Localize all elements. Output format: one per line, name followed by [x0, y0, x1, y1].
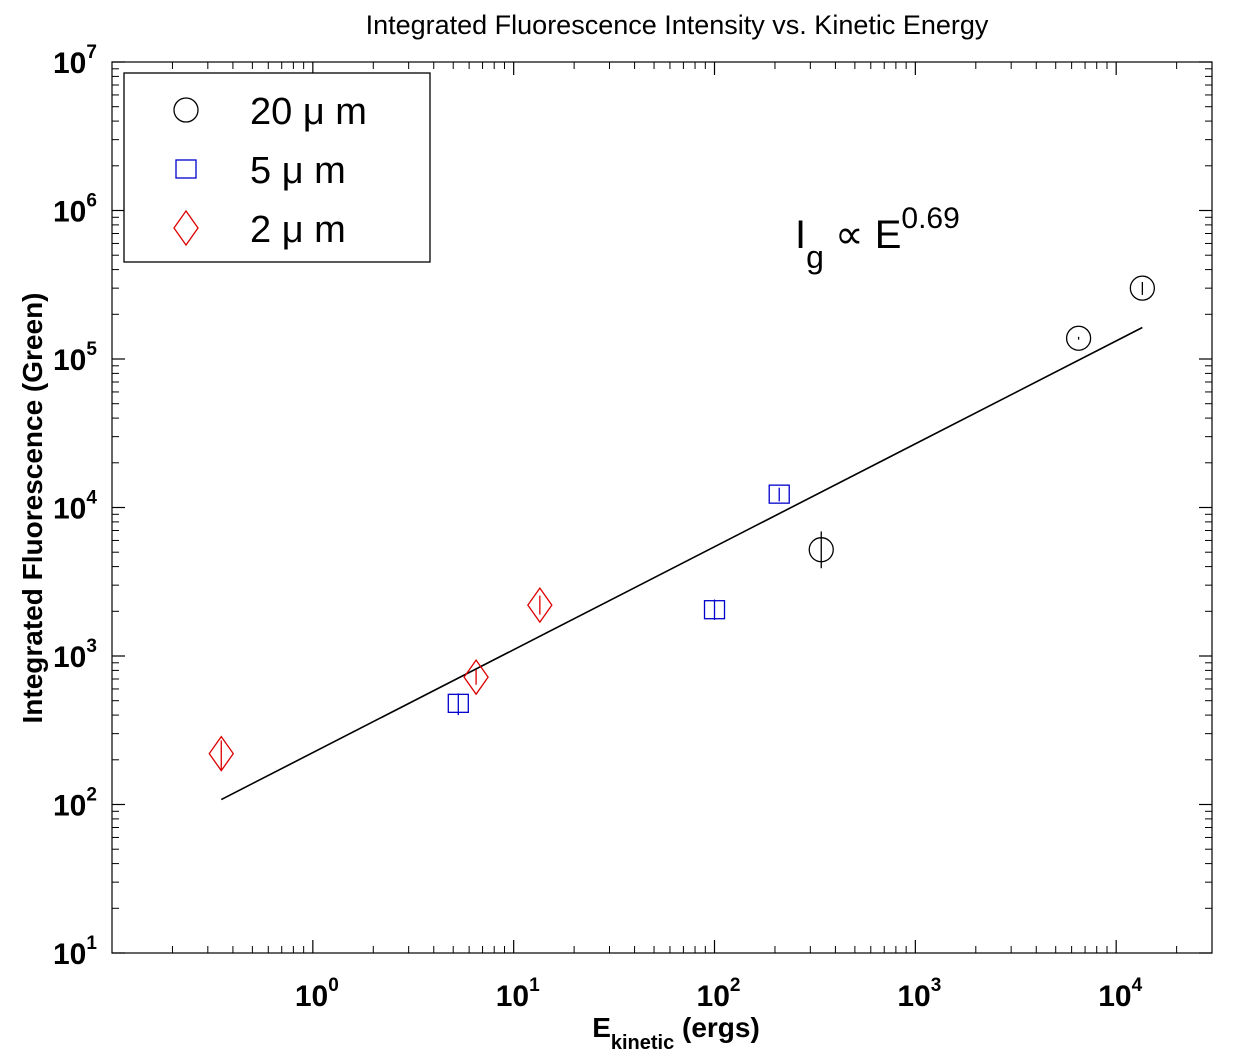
- x-tick-exp: 0: [328, 975, 339, 996]
- y-tick-exp: 1: [86, 933, 97, 954]
- data-point-diamond: [208, 735, 235, 772]
- y-tick-base: 10: [53, 196, 86, 229]
- y-tick-label: 107: [53, 42, 97, 80]
- y-tick-label: 103: [53, 636, 97, 674]
- major-ticks: [112, 61, 1212, 954]
- x-tick-label: 102: [697, 975, 741, 1013]
- x-tick-label: 100: [295, 975, 339, 1013]
- annotation-exp: 0.69: [901, 202, 959, 235]
- x-tick-labels: 100 101 102 103 104: [295, 975, 1143, 1013]
- data-point-square: [703, 600, 726, 620]
- annotation-sub: g: [806, 239, 824, 275]
- x-tick-base: 10: [1098, 980, 1131, 1013]
- x-axis-label-main: E: [592, 1012, 611, 1043]
- y-tick-base: 10: [53, 493, 86, 526]
- x-axis-label-sub: kinetic: [611, 1032, 674, 1054]
- y-tick-label: 105: [53, 339, 97, 377]
- y-tick-label: 101: [53, 933, 97, 971]
- legend-label: 20 μ m: [250, 91, 367, 133]
- x-tick-label: 104: [1098, 975, 1142, 1013]
- data-point-circle: [1065, 325, 1092, 351]
- legend-items: 20 μ m 5 μ m 2 μ m: [173, 91, 367, 251]
- data-point-square: [447, 693, 469, 713]
- x-tick-exp: 4: [1132, 975, 1143, 996]
- x-tick-label: 101: [496, 975, 540, 1013]
- minor-ticks: [112, 62, 1212, 953]
- y-tick-exp: 7: [86, 42, 97, 63]
- x-tick-exp: 1: [529, 975, 540, 996]
- fit-annotation: Ig ∝ E0.69: [795, 202, 960, 275]
- x-tick-base: 10: [295, 980, 328, 1013]
- error-bars: [220, 282, 1144, 771]
- data-point-diamond: [527, 587, 553, 624]
- data-point-circle: [808, 537, 834, 563]
- y-tick-exp: 3: [86, 636, 97, 657]
- y-tick-exp: 4: [86, 488, 97, 509]
- x-tick-base: 10: [897, 980, 930, 1013]
- annotation-symbol: ∝ E: [824, 213, 901, 257]
- annotation-base: I: [795, 213, 806, 257]
- x-axis-label-rest: (ergs): [674, 1012, 760, 1043]
- x-tick-base: 10: [697, 980, 730, 1013]
- legend-marker-square: [175, 159, 197, 179]
- y-tick-exp: 2: [86, 785, 97, 806]
- y-tick-base: 10: [53, 47, 86, 80]
- y-tick-exp: 5: [86, 339, 97, 360]
- legend-label: 5 μ m: [250, 150, 346, 192]
- legend-marker-diamond: [173, 209, 199, 247]
- y-tick-base: 10: [53, 790, 86, 823]
- x-tick-exp: 3: [931, 975, 942, 996]
- y-tick-label: 106: [53, 191, 97, 229]
- fit-line: [220, 326, 1143, 801]
- y-tick-base: 10: [53, 938, 86, 971]
- chart-title: Integrated Fluorescence Intensity vs. Ki…: [366, 10, 989, 40]
- y-tick-label: 102: [53, 785, 97, 823]
- y-axis-label: Integrated Fluorescence (Green): [17, 292, 48, 723]
- legend-label: 2 μ m: [250, 209, 346, 251]
- legend: 20 μ m 5 μ m 2 μ m: [123, 72, 431, 263]
- y-tick-label: 104: [53, 488, 97, 526]
- data-point-diamond: [463, 659, 489, 696]
- y-tick-base: 10: [53, 641, 86, 674]
- x-tick-base: 10: [496, 980, 529, 1013]
- data-point-circle: [1129, 275, 1156, 301]
- data-point-square: [768, 484, 790, 504]
- y-tick-exp: 6: [86, 191, 97, 212]
- x-axis-label: Ekinetic (ergs): [592, 1012, 760, 1054]
- x-tick-exp: 2: [730, 975, 741, 996]
- markers: [208, 275, 1156, 772]
- y-tick-base: 10: [53, 344, 86, 377]
- x-tick-label: 103: [897, 975, 941, 1013]
- legend-marker-circle: [173, 97, 199, 123]
